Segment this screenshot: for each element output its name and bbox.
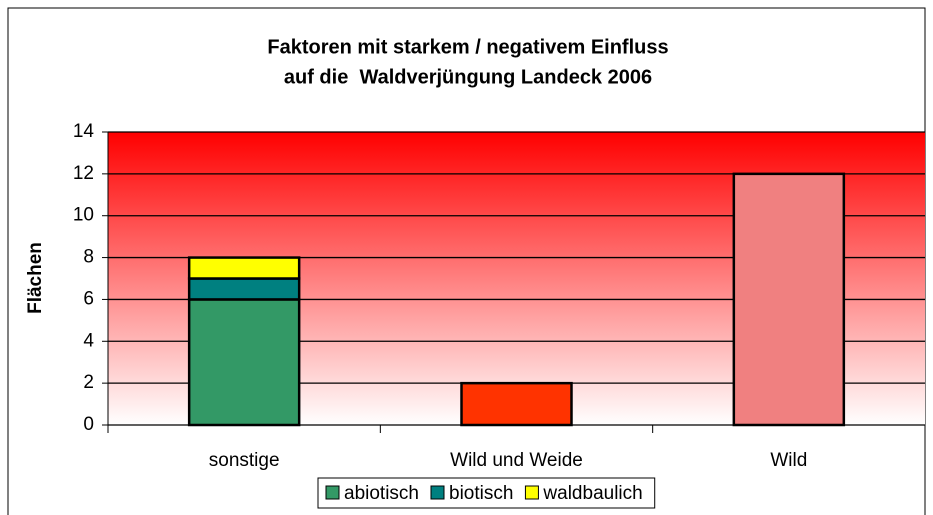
chart-title: auf die Waldverjüngung Landeck 2006 xyxy=(284,66,652,88)
chart-title: Faktoren mit starkem / negativem Einflus… xyxy=(267,36,668,58)
y-tick-label: 14 xyxy=(73,121,95,142)
x-tick-label: Wild und Weide xyxy=(450,450,583,471)
bar-segment xyxy=(187,298,301,427)
bar-segment xyxy=(460,381,573,427)
legend-label: waldbaulich xyxy=(542,483,642,504)
legend-swatch xyxy=(325,485,340,500)
y-tick-label: 0 xyxy=(83,414,94,435)
x-tick-label: Wild xyxy=(770,450,807,471)
y-tick-label: 12 xyxy=(73,163,94,184)
y-axis-label: Flächen xyxy=(25,242,46,314)
y-tick-label: 10 xyxy=(73,205,94,226)
y-tick-label: 2 xyxy=(83,372,94,393)
y-tick-label: 4 xyxy=(83,330,94,351)
bar-segment xyxy=(187,256,301,280)
legend-swatch xyxy=(430,485,445,500)
legend-swatch xyxy=(524,485,539,500)
x-tick-label: sonstige xyxy=(209,450,280,471)
bar-segment xyxy=(187,277,301,301)
y-tick-label: 6 xyxy=(83,288,94,309)
y-tick-label: 8 xyxy=(83,247,94,268)
legend-label: abiotisch xyxy=(344,483,419,504)
legend-box xyxy=(317,477,656,509)
bar-segment xyxy=(732,172,846,427)
legend-label: biotisch xyxy=(449,483,513,504)
